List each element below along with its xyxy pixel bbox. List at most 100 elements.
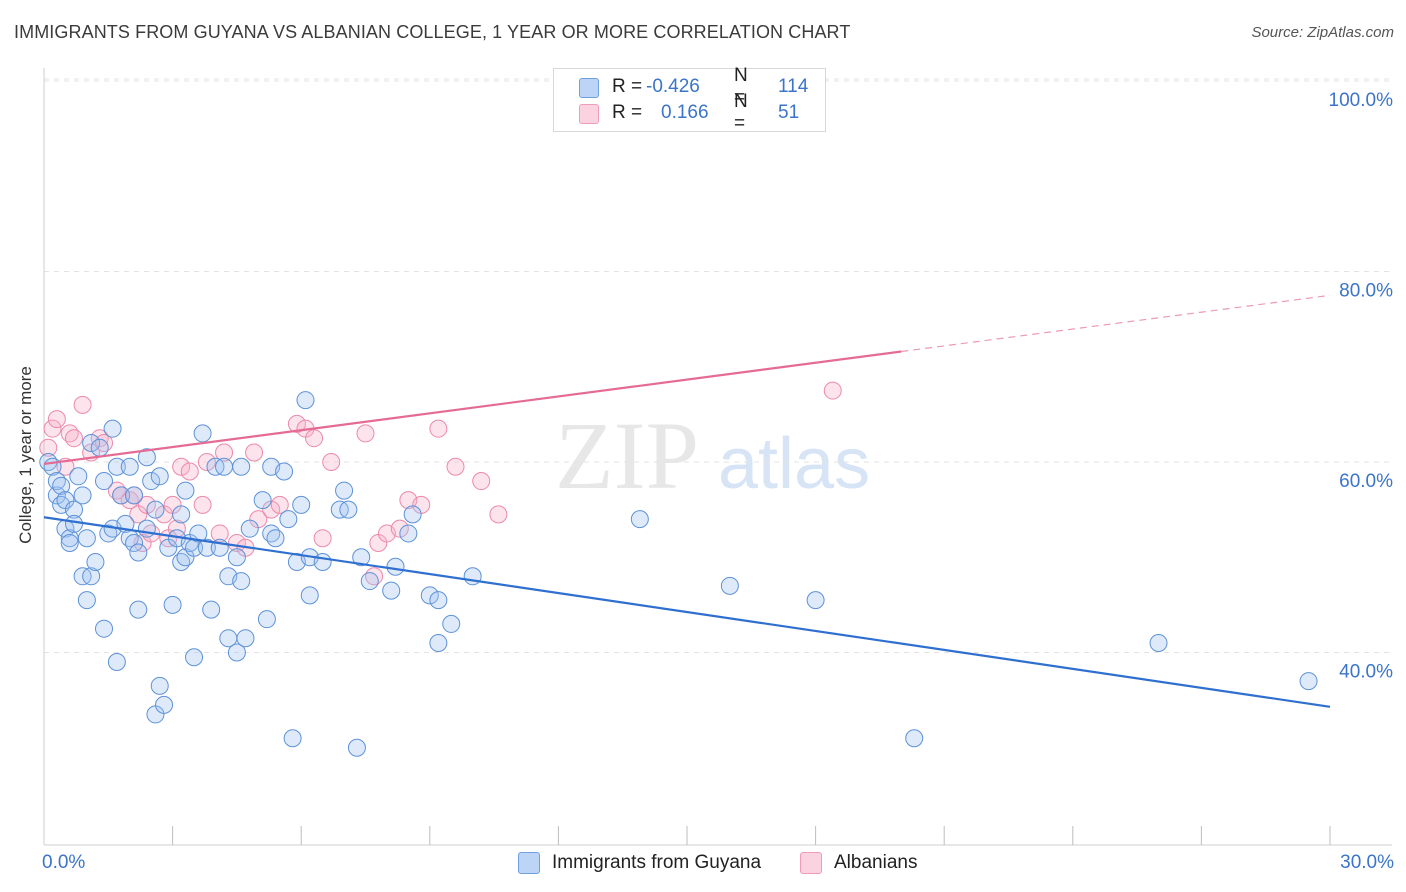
guyana-point [236, 629, 255, 648]
chart-title: IMMIGRANTS FROM GUYANA VS ALBANIAN COLLE… [14, 22, 851, 42]
guyana-point [86, 553, 105, 572]
guyana-point [82, 567, 101, 586]
guyana-point [1149, 633, 1168, 652]
guyana-point [202, 600, 221, 619]
series-legend: Immigrants from Guyana Albanians [0, 852, 1406, 878]
albanian-point [489, 505, 508, 524]
guyana-point [150, 467, 169, 486]
source-label: Source: ZipAtlas.com [1251, 24, 1394, 41]
albanian-point [172, 457, 191, 476]
albanian-point [137, 495, 156, 514]
y-tick-label: 80.0% [1339, 281, 1393, 302]
guyana-point [137, 519, 156, 538]
guyana-point [905, 729, 924, 748]
guyana-point [142, 472, 161, 491]
guyana-point [292, 495, 311, 514]
guyana-point [77, 529, 96, 548]
legend-label-guyana: Immigrants from Guyana [552, 852, 762, 873]
guyana-point [266, 529, 285, 548]
guyana-point [279, 510, 298, 529]
guyana-point [296, 391, 315, 410]
guyana-point [360, 572, 379, 591]
guyana-point [189, 524, 208, 543]
guyana-point [382, 581, 401, 600]
albanian-point [245, 443, 264, 462]
guyana-point [65, 514, 84, 533]
watermark-zip: ZIP [555, 402, 699, 509]
guyana-point [65, 500, 84, 519]
guyana-point [103, 419, 122, 438]
albanian-point [193, 495, 212, 514]
guyana-point [150, 676, 169, 695]
guyana-point [283, 729, 302, 748]
legend-n-value-blue: 114 [778, 76, 809, 97]
guyana-point [352, 548, 371, 567]
albanian-point [39, 438, 58, 457]
legend-r-label: R = [612, 102, 643, 123]
guyana-point [347, 738, 366, 757]
guyana-point [125, 533, 144, 552]
guyana-point [155, 695, 174, 714]
albanian-point [322, 453, 341, 471]
guyana-point [429, 633, 448, 652]
albanian-trend-line [43, 350, 902, 465]
guyana-point [386, 557, 405, 576]
legend-swatch-blue [579, 78, 599, 98]
guyana-point [193, 424, 212, 443]
guyana-point [197, 538, 216, 557]
guyana-point [1299, 672, 1318, 691]
guyana-point [399, 524, 418, 543]
guyana-point [82, 433, 101, 452]
guyana-point [129, 543, 148, 562]
albanian-point [446, 457, 465, 476]
albanian-point [215, 443, 234, 462]
x-tick-label-min: 0.0% [42, 852, 86, 873]
albanian-point [65, 429, 84, 448]
guyana-point [313, 553, 332, 572]
guyana-point [806, 591, 825, 610]
albanian-point [43, 419, 62, 438]
guyana-point [339, 500, 358, 519]
guyana-point [107, 653, 126, 672]
albanian-point [197, 453, 216, 471]
guyana-point [69, 467, 88, 486]
guyana-point [60, 533, 79, 552]
legend-r-value-pink: 0.166 [661, 102, 709, 123]
legend-n-label: N = [734, 91, 748, 134]
guyana-point [253, 491, 272, 510]
guyana-point [227, 548, 246, 567]
y-tick-label: 40.0% [1339, 662, 1393, 683]
guyana-point [232, 457, 251, 476]
guyana-point [275, 462, 294, 481]
legend-item-guyana: Immigrants from Guyana [518, 852, 761, 874]
guyana-point [95, 472, 114, 491]
guyana-trend-line [43, 516, 1331, 708]
guyana-point [720, 576, 739, 595]
albanian-point [823, 381, 842, 400]
guyana-point [257, 610, 276, 629]
guyana-point [176, 481, 195, 500]
guyana-point [215, 457, 234, 476]
albanian-point [356, 424, 375, 443]
legend-r-value-blue: -0.426 [646, 76, 700, 97]
guyana-point [107, 457, 126, 476]
legend-item-albanians: Albanians [800, 852, 917, 874]
guyana-point [403, 505, 422, 524]
legend-n-label: N = [734, 65, 748, 108]
albanian-point [47, 410, 66, 429]
legend-swatch-pink [579, 104, 599, 124]
albanian-point [73, 395, 92, 414]
legend-swatch-guyana [518, 852, 540, 874]
guyana-point [300, 586, 319, 605]
guyana-point [125, 486, 144, 505]
guyana-point [47, 486, 66, 505]
legend-label-albanians: Albanians [834, 852, 918, 873]
guyana-point [185, 648, 204, 667]
legend-n-value-pink: 51 [778, 102, 800, 123]
albanian-trend-extension [901, 294, 1331, 353]
albanian-point [287, 414, 306, 433]
guyana-point [232, 572, 251, 591]
guyana-point [95, 619, 114, 638]
albanian-point [429, 419, 448, 438]
